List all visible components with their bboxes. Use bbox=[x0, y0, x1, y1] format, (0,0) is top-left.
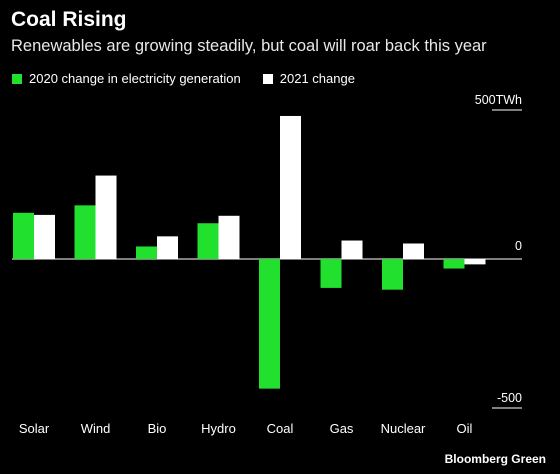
legend-item-2020: 2020 change in electricity generation bbox=[12, 71, 241, 86]
x-tick-label: Coal bbox=[267, 421, 294, 436]
bar-solar-2021 bbox=[34, 214, 55, 259]
bar-bio-2020 bbox=[136, 246, 157, 259]
y-tick-label: 500TWh bbox=[475, 93, 522, 107]
y-tick-label: 0 bbox=[515, 239, 522, 253]
bar-wind-2021 bbox=[95, 175, 117, 259]
legend-label-2021: 2021 change bbox=[279, 71, 355, 86]
bar-coal-2021 bbox=[280, 115, 301, 260]
x-tick-label: Gas bbox=[330, 421, 354, 436]
bar-wind-2020 bbox=[74, 205, 96, 259]
bar-coal-2020 bbox=[259, 259, 280, 389]
bar-gas-2021 bbox=[341, 240, 363, 259]
bar-bio-2021 bbox=[157, 236, 178, 259]
bar-hydro-2021 bbox=[218, 215, 240, 259]
x-tick-label: Wind bbox=[81, 421, 111, 436]
x-tick-label: Hydro bbox=[201, 421, 236, 436]
legend-swatch-2020 bbox=[12, 73, 22, 84]
x-tick-label: Nuclear bbox=[381, 421, 426, 436]
x-tick-label: Bio bbox=[148, 421, 167, 436]
legend: 2020 change in electricity generation 20… bbox=[12, 71, 377, 86]
bar-oil-2021 bbox=[464, 259, 486, 265]
chart-title: Coal Rising bbox=[11, 8, 127, 31]
bar-oil-2020 bbox=[443, 259, 465, 269]
legend-swatch-2021 bbox=[262, 73, 273, 84]
x-tick-label: Oil bbox=[457, 421, 473, 436]
legend-label-2020: 2020 change in electricity generation bbox=[29, 71, 241, 86]
y-tick-label: -500 bbox=[497, 391, 522, 405]
legend-item-2021: 2021 change bbox=[262, 71, 355, 86]
bar-gas-2020 bbox=[320, 259, 342, 288]
source-label: Bloomberg Green bbox=[444, 452, 546, 466]
bar-nuclear-2021 bbox=[403, 243, 424, 259]
bar-nuclear-2020 bbox=[382, 259, 403, 290]
x-tick-label: Solar bbox=[19, 421, 50, 436]
chart-subtitle: Renewables are growing steadily, but coa… bbox=[11, 37, 487, 55]
bar-hydro-2020 bbox=[197, 223, 219, 259]
bar-solar-2020 bbox=[13, 212, 34, 259]
